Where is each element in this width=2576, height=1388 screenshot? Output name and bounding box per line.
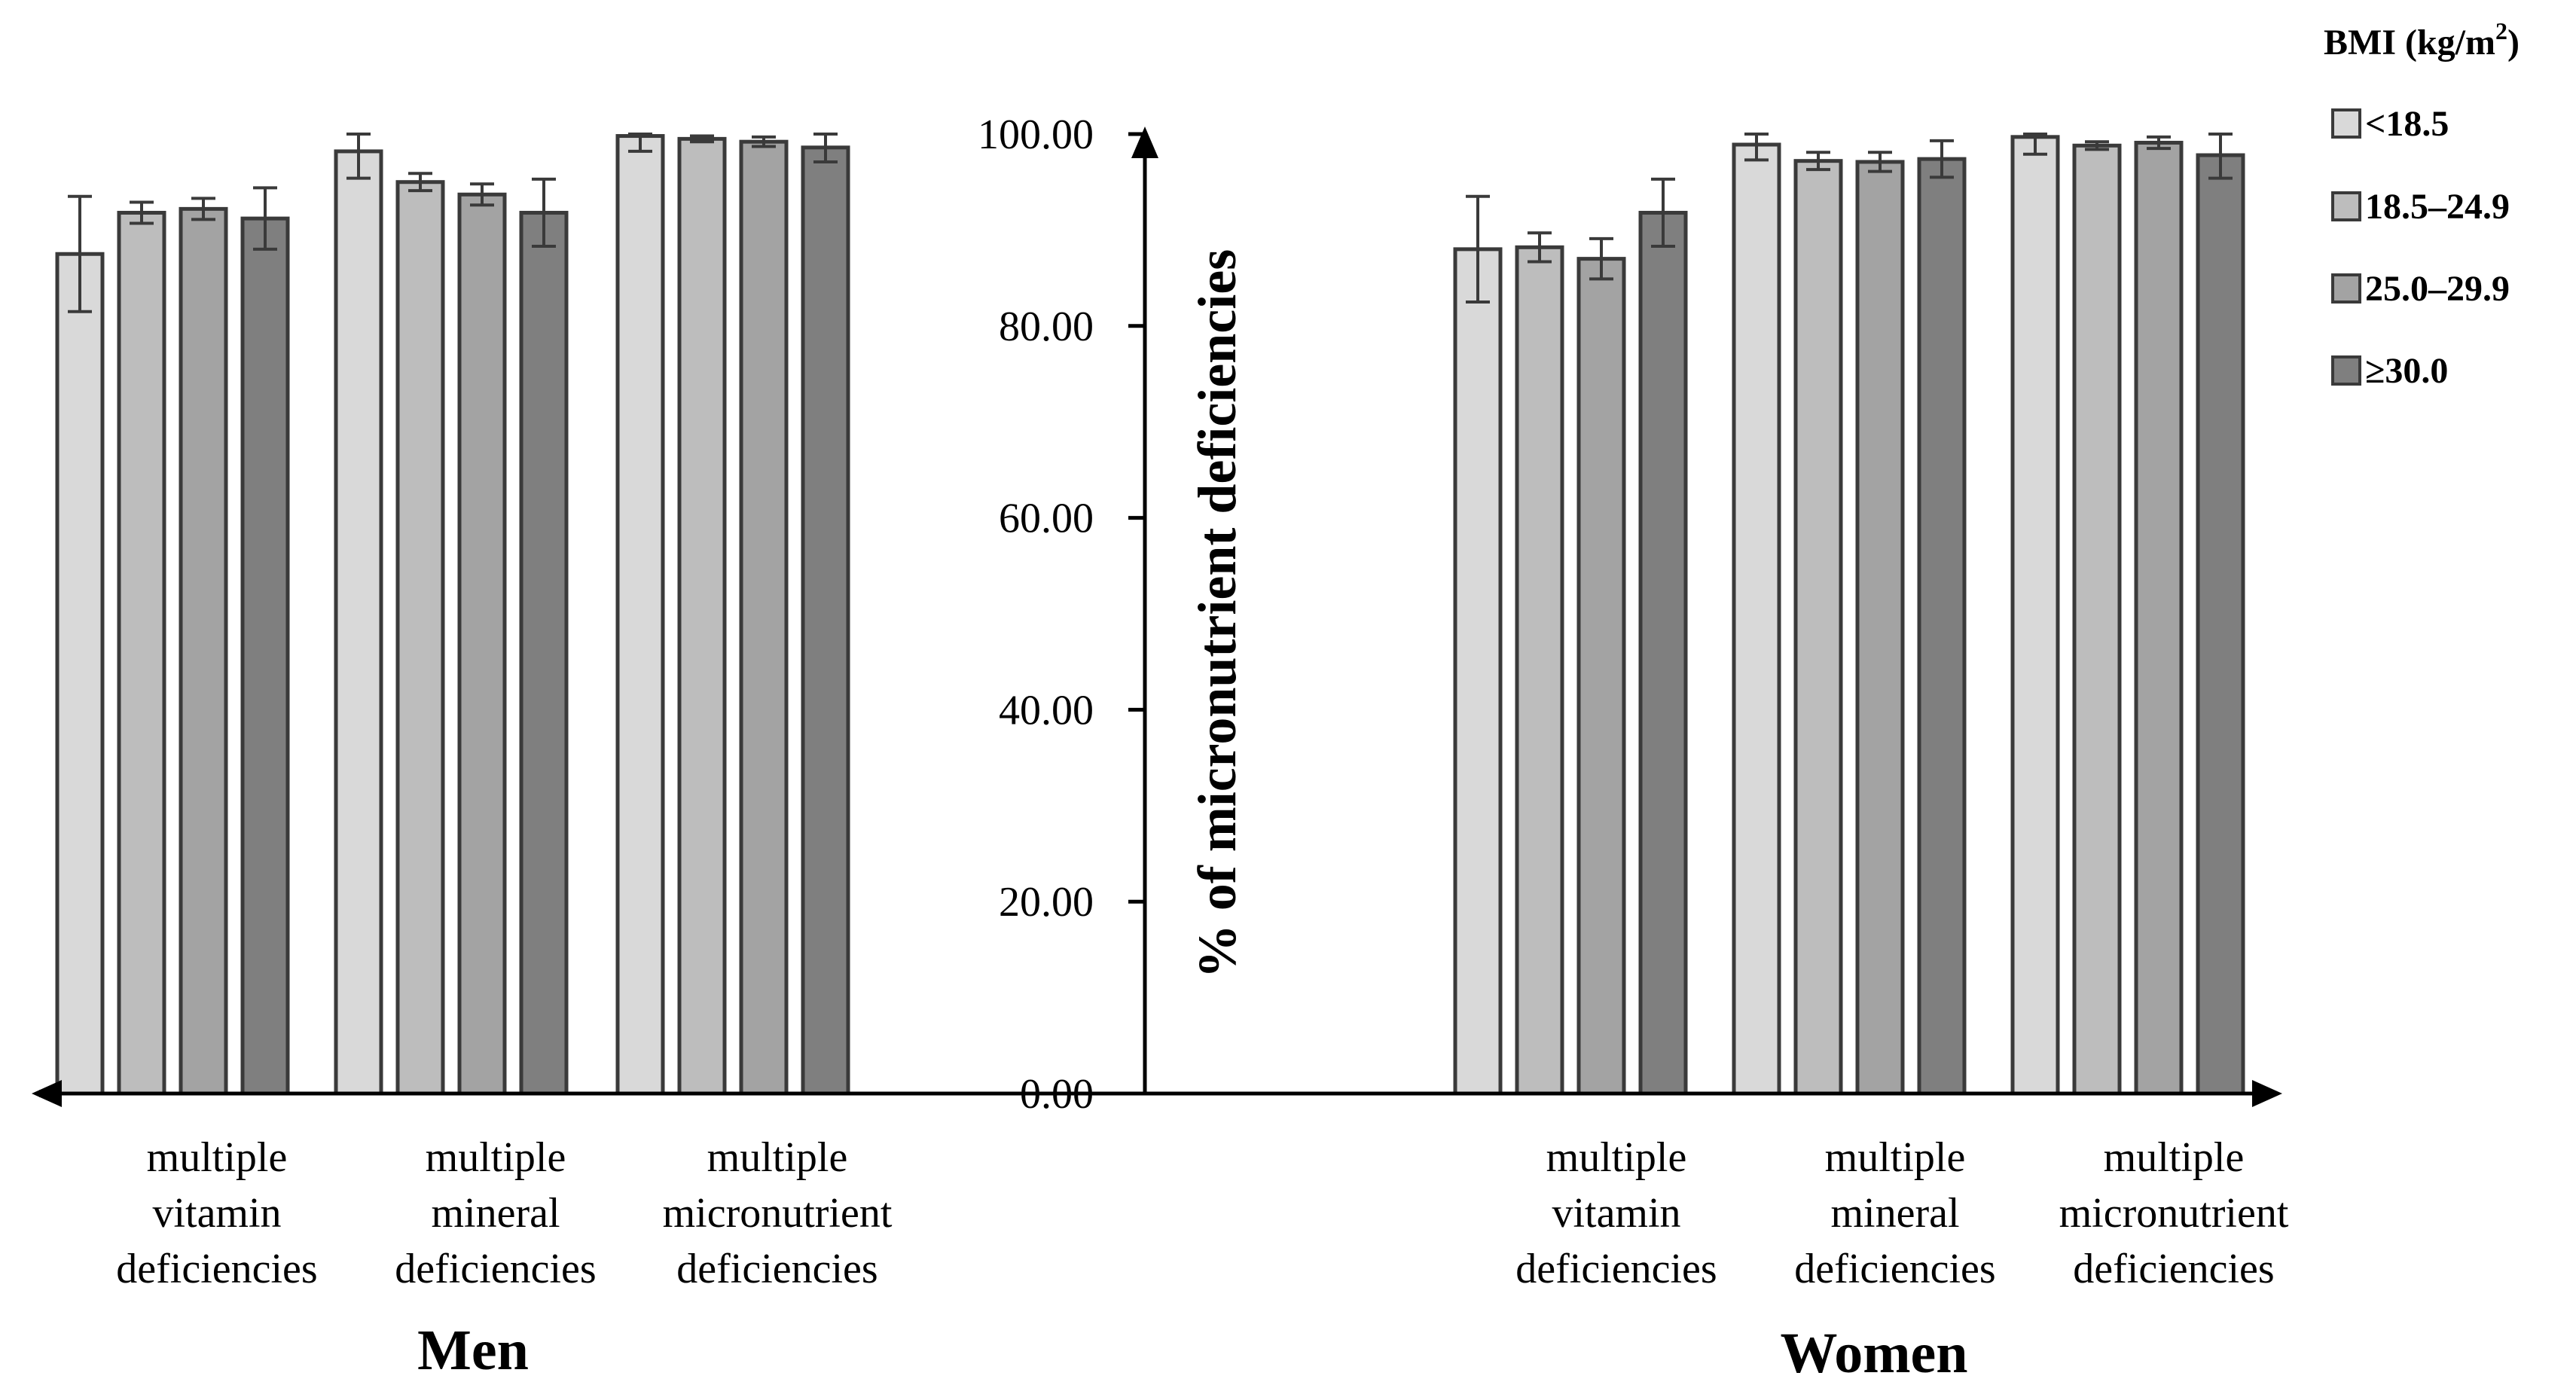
panel-title-women: Women [1780,1322,1967,1385]
bar-women-1-0 [1732,142,1781,1096]
category-label-women-0-2: deficiencies [1515,1246,1717,1292]
bar-women-0-3 [1638,210,1688,1096]
legend-swatch-2 [2331,273,2361,304]
y-axis-label: % of micronutrient deficiencies [1187,249,1247,978]
category-label-men-1-2: deficiencies [395,1246,596,1292]
category-label-women-1-1: mineral [1830,1190,1959,1237]
bar-women-2-0 [2010,135,2060,1096]
category-label-men-1-1: mineral [431,1190,560,1237]
legend-label-1: 18.5–24.9 [2365,187,2510,227]
y-axis-arrow-top [1131,127,1158,158]
bar-women-1-2 [1855,160,1905,1096]
category-label-men-0-1: vitamin [152,1190,281,1237]
category-label-men-2-0: multiple [707,1134,848,1181]
bar-men-2-0 [615,134,665,1096]
bar-men-0-3 [240,216,290,1096]
legend-title: BMI (kg/m2) [2324,17,2520,63]
category-label-men-2-2: deficiencies [676,1246,877,1292]
bar-men-1-2 [457,192,507,1096]
y-tick-label-0: 0.00 [1020,1071,1094,1118]
legend-swatch-1 [2331,191,2361,221]
bar-women-0-0 [1453,247,1503,1096]
bar-men-0-2 [179,206,228,1096]
bar-men-1-3 [519,210,569,1096]
legend-swatch-3 [2331,355,2361,386]
category-label-men-1-0: multiple [426,1134,566,1181]
x-axis-arrow-left [32,1080,62,1107]
category-label-men-2-1: micronutrient [663,1190,893,1237]
legend-label-3: ≥30.0 [2365,351,2448,391]
category-label-women-0-0: multiple [1546,1134,1687,1181]
bar-men-2-2 [739,139,789,1096]
bar-men-0-0 [55,252,105,1096]
bar-women-2-1 [2072,143,2122,1096]
bar-men-0-1 [117,210,166,1096]
bar-men-2-3 [801,145,850,1096]
y-tick-label-2: 40.00 [999,687,1094,734]
category-label-men-0-0: multiple [147,1134,288,1181]
bar-men-1-1 [395,180,445,1096]
category-label-women-1-2: deficiencies [1794,1246,1995,1292]
category-label-women-1-0: multiple [1825,1134,1966,1181]
category-label-women-0-1: vitamin [1552,1190,1680,1237]
y-tick-label-4: 80.00 [999,304,1094,350]
bar-men-2-1 [677,136,727,1096]
bar-women-1-3 [1917,157,1967,1096]
bar-women-2-2 [2134,140,2184,1096]
legend-swatch-0 [2331,108,2361,139]
bar-women-0-1 [1515,245,1564,1096]
legend-label-2: 25.0–29.9 [2365,269,2510,309]
y-tick-label-3: 60.00 [999,496,1094,542]
category-label-women-2-2: deficiencies [2073,1246,2274,1292]
y-tick-label-5: 100.00 [978,111,1094,158]
bar-men-1-0 [334,149,383,1096]
y-tick-label-1: 20.00 [999,879,1094,926]
bar-women-0-2 [1576,257,1626,1096]
bar-women-1-1 [1793,159,1843,1096]
x-axis-arrow-right [2252,1080,2282,1107]
category-label-women-2-1: micronutrient [2059,1190,2289,1237]
legend-label-0: <18.5 [2365,104,2449,144]
bar-women-2-3 [2196,153,2245,1096]
panel-title-men: Men [417,1319,529,1382]
category-label-men-0-2: deficiencies [116,1246,317,1292]
category-label-women-2-0: multiple [2104,1134,2245,1181]
